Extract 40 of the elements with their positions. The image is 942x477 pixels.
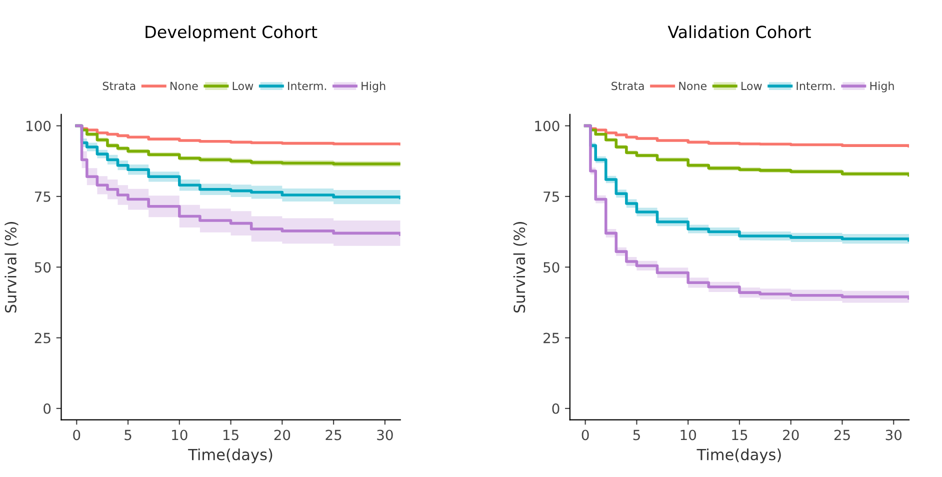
legend-label: Interm. xyxy=(796,82,835,90)
legend-title: Strata xyxy=(612,82,644,90)
legend-label: Low xyxy=(232,82,254,90)
y-axis-title: Survival (%) xyxy=(4,222,18,313)
y-tick-label: 0 xyxy=(552,403,560,414)
x-axis-title: Time(days) xyxy=(188,448,272,464)
x-tick-label: 15 xyxy=(732,430,748,440)
x-tick-label: 20 xyxy=(783,430,799,440)
x-tick-label: 25 xyxy=(834,430,850,440)
x-tick-label: 10 xyxy=(172,430,188,440)
x-tick-label: 15 xyxy=(223,430,238,440)
chart-title: Development Cohort xyxy=(146,25,318,42)
y-tick-label: 0 xyxy=(44,403,51,414)
legend-label: Low xyxy=(742,82,762,90)
y-tick-label: 50 xyxy=(34,262,51,273)
x-tick-label: 30 xyxy=(886,430,902,440)
x-tick-label: 20 xyxy=(274,430,290,440)
x-axis-title: Time(days) xyxy=(696,448,781,464)
chart-title: Validation Cohort xyxy=(668,25,811,38)
legend-label: None xyxy=(679,82,707,90)
x-tick-label: 0 xyxy=(73,430,80,440)
x-tick-label: 10 xyxy=(680,430,696,440)
x-tick-label: 25 xyxy=(326,430,342,440)
y-tick-label: 100 xyxy=(26,120,51,132)
y-tick-label: 75 xyxy=(34,192,50,202)
y-tick-label: 25 xyxy=(544,332,559,344)
legend-title: Strata xyxy=(102,82,136,90)
legend-label: High xyxy=(870,82,894,92)
y-tick-label: 100 xyxy=(535,120,560,132)
y-tick-label: 50 xyxy=(544,262,560,273)
legend-label: None xyxy=(170,82,198,90)
legend-label: High xyxy=(362,82,386,92)
y-tick-label: 75 xyxy=(544,192,559,202)
x-tick-label: 0 xyxy=(582,430,589,440)
y-tick-label: 25 xyxy=(34,332,50,344)
x-tick-label: 30 xyxy=(377,430,393,440)
x-tick-label: 5 xyxy=(633,430,640,440)
legend-label: Interm. xyxy=(288,82,326,90)
y-axis-title: Survival (%) xyxy=(513,222,527,313)
x-tick-label: 5 xyxy=(124,430,132,440)
